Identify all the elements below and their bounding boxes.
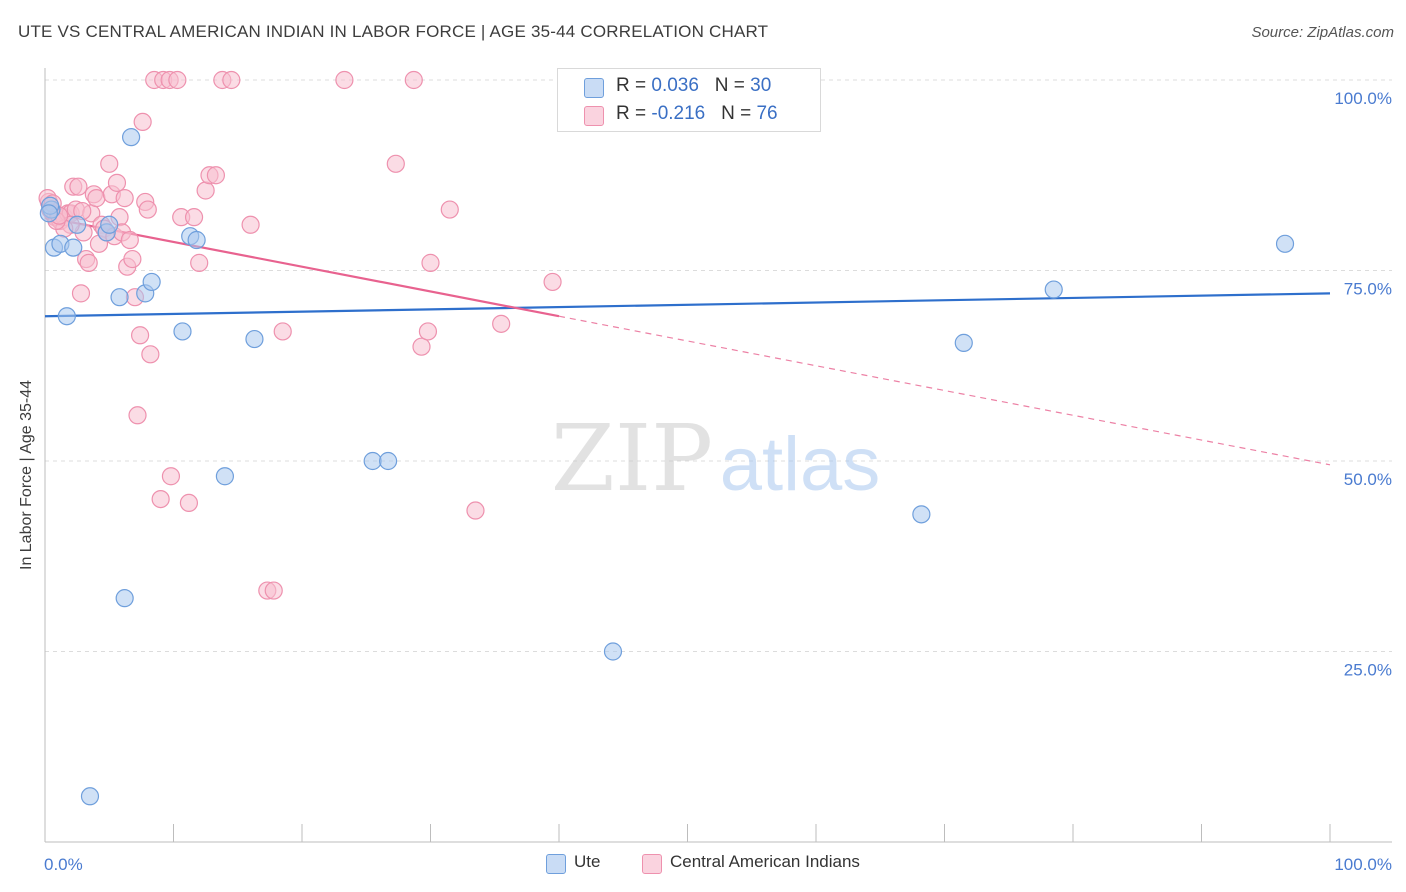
x-tick-label-100: 100.0% bbox=[1334, 855, 1392, 874]
point-ute-13 bbox=[142, 272, 161, 292]
point-cai-36 bbox=[133, 112, 152, 132]
y-tick-label-100: 100.0% bbox=[1334, 89, 1392, 108]
cai-n-value: 76 bbox=[756, 103, 778, 124]
ute-n-value: 30 bbox=[750, 75, 772, 96]
point-ute-18 bbox=[245, 329, 264, 349]
cai-n-label: N = bbox=[721, 103, 757, 124]
watermark-zip: ZIP bbox=[551, 405, 713, 512]
point-cai-12 bbox=[71, 284, 91, 303]
point-cai-59 bbox=[335, 70, 354, 90]
point-cai-48 bbox=[184, 208, 204, 227]
y-tick-label-25: 25.0% bbox=[1344, 661, 1392, 680]
cai-r-value: -0.216 bbox=[651, 103, 706, 124]
point-cai-15 bbox=[79, 253, 98, 272]
x-tick-label-0: 0.0% bbox=[44, 855, 83, 874]
point-cai-47 bbox=[179, 493, 199, 513]
trend-line-ute bbox=[44, 292, 1331, 318]
point-ute-5 bbox=[68, 215, 87, 234]
point-cai-43 bbox=[151, 490, 170, 509]
point-ute-19 bbox=[363, 451, 382, 471]
point-ute-9 bbox=[110, 288, 129, 307]
ute-r-label: R = bbox=[616, 75, 652, 96]
tick-labels: 100.0% 75.0% 50.0% 25.0% 0.0% 100.0% bbox=[44, 89, 1392, 874]
cai-r-label: R = bbox=[616, 103, 652, 124]
point-cai-64 bbox=[421, 253, 440, 272]
point-ute-24 bbox=[912, 505, 931, 524]
point-cai-55 bbox=[241, 215, 260, 234]
point-ute-8 bbox=[100, 215, 119, 234]
point-cai-44 bbox=[161, 467, 181, 486]
data-points bbox=[38, 69, 1295, 806]
watermark-atlas: atlas bbox=[720, 422, 881, 507]
point-cai-45 bbox=[168, 70, 187, 90]
point-ute-17 bbox=[215, 467, 234, 486]
point-cai-66 bbox=[466, 501, 485, 520]
source-label: Source: ZipAtlas.com bbox=[1251, 24, 1394, 41]
watermark: ZIP atlas bbox=[551, 405, 880, 512]
point-cai-23 bbox=[100, 154, 119, 173]
point-cai-63 bbox=[418, 322, 438, 341]
legend-series: Ute Central American Indians bbox=[0, 852, 1406, 876]
point-cai-60 bbox=[386, 154, 405, 173]
point-cai-58 bbox=[273, 322, 292, 341]
point-cai-57 bbox=[264, 581, 283, 600]
chart-title: UTE VS CENTRAL AMERICAN INDIAN IN LABOR … bbox=[18, 22, 769, 41]
point-ute-26 bbox=[1044, 280, 1063, 299]
point-ute-6 bbox=[80, 787, 100, 806]
point-ute-27 bbox=[1275, 234, 1295, 253]
point-ute-11 bbox=[121, 128, 141, 147]
point-ute-3 bbox=[57, 307, 76, 326]
point-ute-14 bbox=[173, 322, 192, 341]
legend-cai-swatch bbox=[642, 854, 662, 874]
ute-swatch bbox=[584, 78, 604, 98]
point-cai-29 bbox=[115, 189, 134, 208]
y-axis-label: In Labor Force | Age 35-44 bbox=[18, 379, 35, 570]
legend-ute-swatch bbox=[546, 854, 566, 874]
y-tick-label-50: 50.0% bbox=[1344, 470, 1392, 489]
axes bbox=[44, 68, 1392, 843]
point-cai-61 bbox=[404, 70, 423, 90]
point-cai-39 bbox=[141, 345, 160, 364]
point-ute-21 bbox=[603, 642, 623, 661]
point-cai-49 bbox=[190, 253, 209, 272]
legend-stats: R = 0.036 N = 30 R = -0.216 N = 76 bbox=[557, 68, 821, 132]
point-cai-26 bbox=[107, 173, 127, 192]
point-cai-68 bbox=[543, 272, 562, 292]
point-cai-34 bbox=[128, 406, 147, 425]
legend-ute-label: Ute bbox=[574, 852, 601, 871]
point-cai-35 bbox=[130, 326, 150, 345]
point-ute-16 bbox=[187, 230, 206, 250]
y-tick-label-75: 75.0% bbox=[1344, 280, 1392, 299]
point-ute-29 bbox=[39, 204, 58, 223]
point-ute-4 bbox=[64, 238, 83, 257]
trend-line-cai-extrapolated bbox=[558, 315, 1331, 466]
point-cai-54 bbox=[222, 70, 241, 90]
point-cai-62 bbox=[412, 337, 431, 356]
point-cai-67 bbox=[492, 314, 511, 333]
ute-n-label: N = bbox=[714, 75, 751, 96]
gridlines bbox=[45, 79, 1392, 652]
point-cai-65 bbox=[440, 200, 459, 219]
point-ute-25 bbox=[954, 333, 973, 352]
point-cai-38 bbox=[138, 200, 157, 219]
point-cai-11 bbox=[69, 177, 88, 196]
point-ute-20 bbox=[378, 451, 398, 471]
point-ute-10 bbox=[115, 589, 134, 608]
point-cai-31 bbox=[120, 230, 139, 250]
point-cai-18 bbox=[87, 189, 106, 208]
cai-swatch bbox=[584, 106, 604, 126]
point-cai-52 bbox=[206, 166, 226, 185]
point-cai-50 bbox=[196, 181, 215, 200]
legend-cai-label: Central American Indians bbox=[670, 852, 860, 871]
point-cai-32 bbox=[123, 249, 142, 269]
ute-r-value: 0.036 bbox=[651, 75, 699, 96]
